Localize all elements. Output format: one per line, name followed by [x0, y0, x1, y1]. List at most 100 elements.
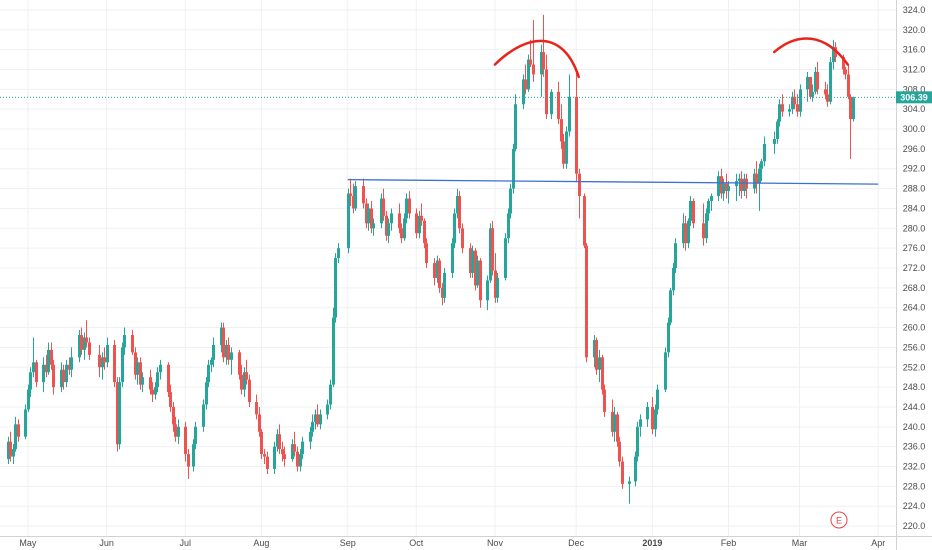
candle — [669, 287, 672, 326]
candle-body — [141, 377, 144, 385]
candle-body — [258, 414, 261, 432]
candle — [311, 414, 314, 437]
candle-body — [796, 104, 799, 112]
candle-body — [398, 213, 401, 229]
candle-body — [456, 196, 459, 214]
candle-body — [504, 238, 507, 278]
candle — [62, 364, 65, 390]
y-tick-label: 296.0 — [903, 144, 926, 154]
candle-body — [136, 362, 139, 375]
candle-body — [603, 389, 606, 412]
candle-body — [380, 198, 383, 224]
candle-body — [568, 96, 571, 132]
candle-body — [684, 223, 687, 244]
y-tick-label: 312.0 — [903, 64, 926, 74]
candle — [646, 402, 649, 427]
candle — [436, 255, 439, 283]
candle-body — [65, 364, 68, 383]
candle-body — [238, 352, 241, 375]
candle-body — [103, 357, 106, 363]
candle — [314, 409, 317, 430]
candle — [578, 168, 581, 219]
candle-body — [418, 215, 421, 234]
candle — [486, 275, 489, 311]
earnings-marker-label: E — [836, 516, 842, 526]
candle-body — [420, 215, 423, 221]
candle — [352, 183, 355, 214]
candle-body — [296, 451, 299, 467]
y-tick-label: 256.0 — [903, 342, 926, 352]
candle-body — [42, 364, 45, 383]
candle — [585, 243, 588, 363]
candle-body — [187, 454, 190, 467]
y-tick-label: 248.0 — [903, 382, 926, 392]
candle — [453, 208, 456, 249]
candle-body — [788, 109, 791, 112]
candle-body — [263, 454, 266, 457]
candle-body — [400, 228, 403, 239]
candle-body — [585, 245, 588, 358]
candle — [390, 208, 393, 231]
candle-body — [316, 414, 319, 425]
earnings-marker[interactable]: E — [830, 511, 848, 529]
candle-body — [83, 337, 86, 350]
candle — [349, 178, 352, 206]
candle-body — [806, 76, 809, 90]
candle — [172, 402, 175, 432]
candle — [667, 317, 670, 358]
candle-body — [151, 389, 154, 395]
candle — [814, 67, 817, 95]
candle-body — [314, 414, 317, 422]
candle-body — [773, 138, 776, 144]
candle-body — [618, 441, 621, 462]
candle-body — [60, 369, 63, 388]
candle-body — [755, 173, 758, 184]
candle — [35, 359, 38, 388]
candle-body — [118, 382, 121, 445]
candle-body — [664, 352, 667, 390]
candle-body — [212, 344, 215, 360]
candle — [684, 215, 687, 251]
candle-body — [98, 354, 101, 368]
candle — [773, 131, 776, 154]
candle — [705, 208, 708, 244]
candle — [829, 57, 832, 105]
candle-body — [370, 208, 373, 229]
candle-body — [824, 89, 827, 95]
candle — [248, 374, 251, 407]
candle — [194, 421, 197, 450]
candle-body — [826, 94, 829, 102]
candle-body — [509, 188, 512, 214]
candle-body — [565, 131, 568, 164]
last-price-tag: 306.39 — [896, 91, 932, 104]
candle-body — [514, 104, 517, 149]
candle-body — [611, 411, 614, 432]
candle-body — [852, 97, 855, 120]
top-arc-annotation — [493, 39, 580, 79]
candle-body — [458, 196, 461, 229]
annotations — [0, 37, 896, 185]
candle-body — [276, 434, 279, 447]
candle-body — [474, 250, 477, 286]
candle — [710, 193, 713, 211]
candle — [735, 173, 738, 201]
candle-body — [403, 218, 406, 239]
candle-body — [702, 223, 705, 239]
candle — [106, 337, 109, 368]
candle-body — [469, 248, 472, 273]
candle-body — [156, 372, 159, 388]
candle — [299, 449, 302, 472]
candle — [799, 84, 802, 117]
candle-body — [433, 263, 436, 278]
candle — [42, 357, 45, 393]
candle-body — [532, 64, 535, 75]
y-tick-label: 316.0 — [903, 45, 926, 55]
candle-body — [776, 121, 779, 139]
candle — [793, 89, 796, 110]
candle — [293, 431, 296, 457]
candle — [98, 344, 101, 378]
candle — [824, 81, 827, 100]
candle-body — [560, 119, 563, 142]
candle-body — [540, 52, 543, 75]
